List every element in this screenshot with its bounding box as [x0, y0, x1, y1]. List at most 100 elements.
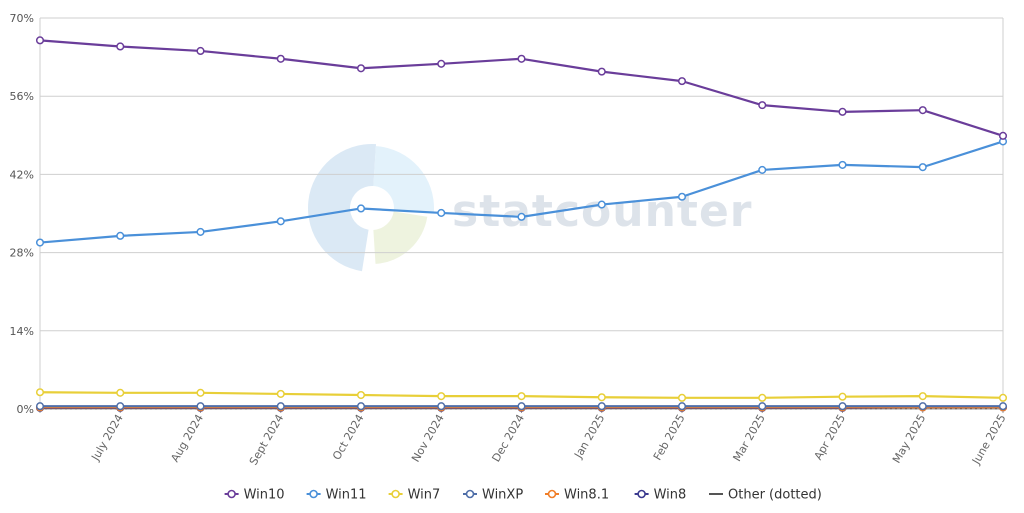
data-point-win7[interactable] — [356, 390, 366, 400]
legend-item-winxp[interactable]: WinXP — [463, 488, 523, 503]
data-point-win11[interactable] — [677, 192, 687, 201]
data-point-winxp[interactable] — [437, 402, 446, 411]
data-point-win10[interactable] — [998, 131, 1008, 140]
x-tick-label: Oct 2024 — [330, 412, 367, 462]
data-point-win7[interactable] — [517, 392, 526, 401]
x-tick-label: Nov 2024 — [409, 412, 447, 464]
y-tick-label: 70% — [10, 12, 34, 25]
x-tick-label: July 2024 — [88, 412, 125, 464]
legend-label: Win10 — [244, 488, 285, 503]
data-point-win10[interactable] — [437, 59, 446, 68]
data-point-win11[interactable] — [918, 163, 927, 172]
data-point-win10[interactable] — [356, 64, 366, 73]
x-tick-label: Sept 2024 — [247, 412, 287, 467]
x-tick-label: Apr 2025 — [812, 412, 849, 462]
watermark-arc-light — [373, 146, 434, 212]
legend-swatch-marker — [465, 489, 475, 499]
data-point-win10[interactable] — [116, 42, 125, 51]
data-point-win7[interactable] — [116, 388, 125, 397]
data-point-win10[interactable] — [758, 101, 767, 110]
data-point-winxp[interactable] — [998, 402, 1008, 411]
data-point-win11[interactable] — [356, 204, 366, 213]
legend-item-other-dotted[interactable]: Other (dotted) — [709, 488, 822, 503]
legend-label: Win8.1 — [564, 488, 609, 503]
data-point-win7[interactable] — [838, 392, 847, 401]
legend-swatch-marker — [227, 489, 236, 499]
data-point-win7[interactable] — [998, 393, 1008, 402]
statcounter-watermark: statcounter — [307, 144, 751, 272]
data-point-win7[interactable] — [437, 392, 446, 401]
legend-swatch-marker — [637, 489, 646, 499]
data-point-winxp[interactable] — [276, 402, 285, 411]
x-tick-label: Aug 2024 — [168, 412, 206, 464]
legend-item-win11[interactable]: Win11 — [306, 488, 367, 503]
y-axis: 0% 14% 28% 42% 56% 70% — [10, 12, 34, 416]
data-point-win11[interactable] — [35, 238, 45, 247]
legend[interactable]: Win10 Win11 Win7 WinXP Win8.1 Win8 Other (dott… — [224, 488, 822, 503]
legend-item-win10[interactable]: Win10 — [224, 488, 285, 503]
data-point-win10[interactable] — [918, 106, 927, 115]
data-point-winxp[interactable] — [356, 402, 366, 411]
legend-label: Win11 — [326, 488, 367, 503]
data-point-win10[interactable] — [276, 54, 285, 63]
data-point-winxp[interactable] — [838, 402, 847, 411]
series-win7 — [35, 388, 1008, 402]
x-tick-label: May 2025 — [890, 412, 928, 465]
data-point-win7[interactable] — [276, 389, 285, 398]
legend-label: Win8 — [654, 488, 687, 503]
data-point-win10[interactable] — [196, 46, 205, 56]
data-point-win11[interactable] — [758, 165, 767, 174]
y-tick-label: 56% — [10, 90, 34, 103]
data-point-winxp[interactable] — [116, 402, 125, 411]
legend-item-win8[interactable]: Win8 — [634, 488, 687, 503]
series-winxp — [35, 402, 1008, 411]
legend-item-win8-1[interactable]: Win8.1 — [545, 488, 609, 503]
legend-swatch-marker — [391, 489, 400, 499]
y-tick-label: 28% — [10, 247, 34, 260]
legend-label: Other (dotted) — [728, 488, 822, 503]
data-point-win11[interactable] — [597, 200, 606, 209]
data-point-win11[interactable] — [517, 212, 526, 221]
data-point-winxp[interactable] — [677, 402, 687, 411]
watermark-arc-blue — [307, 144, 377, 272]
data-point-win11[interactable] — [838, 160, 847, 169]
data-point-win7[interactable] — [758, 393, 767, 402]
data-point-winxp[interactable] — [597, 402, 606, 411]
data-point-win7[interactable] — [918, 392, 927, 401]
data-point-winxp[interactable] — [517, 402, 526, 411]
data-point-winxp[interactable] — [35, 402, 45, 411]
legend-swatch-marker — [309, 489, 318, 499]
series-line-win10 — [39, 39, 1004, 137]
data-point-win7[interactable] — [677, 393, 687, 402]
x-tick-label: Feb 2025 — [651, 412, 688, 463]
data-point-winxp[interactable] — [196, 402, 205, 411]
data-point-win11[interactable] — [437, 208, 446, 217]
y-tick-label: 14% — [10, 325, 34, 338]
series-lines — [35, 36, 1008, 412]
series-win10 — [35, 36, 1008, 140]
series-win11 — [35, 137, 1008, 247]
data-point-win10[interactable] — [517, 54, 526, 63]
x-tick-label: Mar 2025 — [730, 412, 767, 464]
data-point-win10[interactable] — [838, 107, 847, 116]
data-point-win7[interactable] — [35, 388, 45, 397]
data-point-win11[interactable] — [116, 231, 125, 240]
data-point-winxp[interactable] — [918, 402, 927, 411]
legend-item-win7[interactable]: Win7 — [388, 488, 441, 503]
data-point-win7[interactable] — [196, 388, 205, 397]
data-point-win7[interactable] — [597, 393, 606, 402]
y-tick-label: 42% — [10, 168, 34, 181]
grid — [39, 17, 1004, 410]
data-point-win10[interactable] — [677, 77, 687, 86]
data-point-win11[interactable] — [196, 227, 205, 236]
data-point-winxp[interactable] — [758, 402, 767, 411]
watermark-arc-green — [373, 211, 428, 264]
data-point-win11[interactable] — [276, 217, 285, 226]
legend-label: WinXP — [482, 488, 523, 503]
y-tick-label: 0% — [17, 403, 34, 416]
data-point-win10[interactable] — [35, 36, 45, 45]
data-point-win10[interactable] — [597, 67, 606, 76]
x-axis: July 2024 Aug 2024 Sept 2024 Oct 2024 Nov 20… — [39, 409, 1009, 467]
